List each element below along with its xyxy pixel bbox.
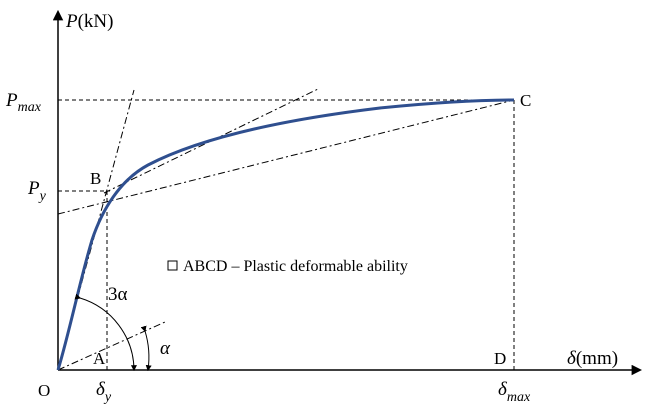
- y-axis-label: P(kN): [65, 11, 114, 32]
- origin-label: O: [38, 381, 50, 400]
- secant-line: [57, 99, 515, 215]
- point-c-label: C: [520, 91, 531, 110]
- tangent-line: [103, 88, 319, 194]
- three-alpha-label: 3α: [108, 284, 128, 305]
- delta-y-label: δy: [96, 379, 112, 405]
- point-d-label: D: [494, 349, 506, 368]
- pmax-label: Pmax: [5, 90, 42, 115]
- delta-max-label: δmax: [498, 379, 531, 405]
- load-displacement-curve: [56, 98, 515, 371]
- py-label: Py: [27, 178, 47, 204]
- x-axis-label: δ(mm): [567, 348, 618, 369]
- alpha-arc: [140, 325, 152, 372]
- alpha-label: α: [160, 338, 171, 359]
- point-b-label: B: [90, 169, 101, 188]
- legend-box-icon: [167, 260, 178, 271]
- point-a-label: A: [93, 349, 106, 368]
- legend-text: ABCD – Plastic deformable ability: [183, 258, 408, 275]
- three-alpha-arc: [74, 293, 137, 372]
